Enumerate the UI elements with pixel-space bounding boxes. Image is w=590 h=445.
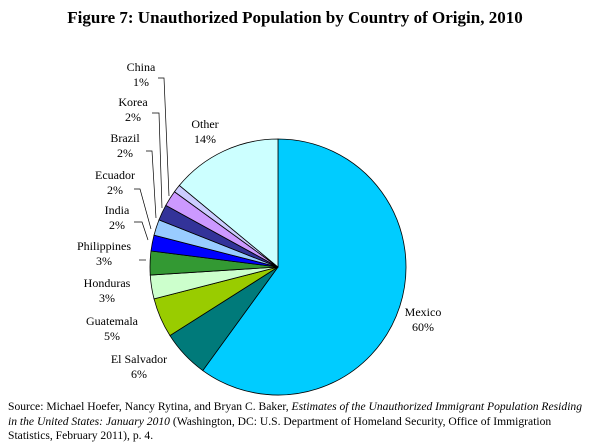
- leader-lines: [134, 77, 170, 261]
- slice-value-honduras: 3%: [99, 291, 115, 305]
- slice-label-honduras: Honduras: [84, 276, 131, 290]
- slice-label-other: Other: [191, 117, 218, 131]
- leader-line-brazil: [146, 150, 157, 219]
- source-prefix: Source: Michael Hoefer, Nancy Rytina, an…: [8, 400, 292, 413]
- slice-label-el-salvador: El Salvador: [111, 352, 167, 366]
- slice-value-ecuador: 2%: [107, 183, 123, 197]
- slice-value-guatemala: 5%: [104, 329, 120, 343]
- slice-value-other: 14%: [194, 132, 216, 146]
- leader-line-korea: [152, 112, 163, 209]
- slice-label-philippines: Philippines: [77, 239, 131, 253]
- leader-line-ecuador: [134, 188, 152, 230]
- pie-slice-other: [178, 138, 279, 268]
- pie-slices: [149, 138, 407, 396]
- slice-value-philippines: 3%: [96, 254, 112, 268]
- slice-value-el-salvador: 6%: [131, 367, 147, 381]
- slice-label-ecuador: Ecuador: [95, 168, 135, 182]
- slice-label-china: China: [127, 60, 156, 74]
- slice-label-guatemala: Guatemala: [86, 314, 139, 328]
- leader-line-china: [158, 77, 170, 197]
- leader-line-india: [134, 221, 149, 241]
- slice-value-mexico: 60%: [412, 320, 434, 334]
- source-suffix: (Washington, DC: U.S. Department of Home…: [8, 414, 552, 443]
- slice-value-china: 1%: [133, 75, 149, 89]
- slice-label-brazil: Brazil: [110, 131, 140, 145]
- slice-value-india: 2%: [109, 218, 125, 232]
- slice-label-korea: Korea: [118, 95, 148, 109]
- slice-label-india: India: [105, 203, 130, 217]
- source-note: Source: Michael Hoefer, Nancy Rytina, an…: [8, 400, 586, 444]
- source-title: Estimates of the Unauthorized Immigrant …: [8, 400, 583, 428]
- slice-label-mexico: Mexico: [405, 305, 442, 319]
- chart-title: Figure 7: Unauthorized Population by Cou…: [67, 8, 523, 27]
- slice-value-korea: 2%: [125, 110, 141, 124]
- pie-slice-mexico: [202, 138, 407, 396]
- slice-value-brazil: 2%: [117, 146, 133, 160]
